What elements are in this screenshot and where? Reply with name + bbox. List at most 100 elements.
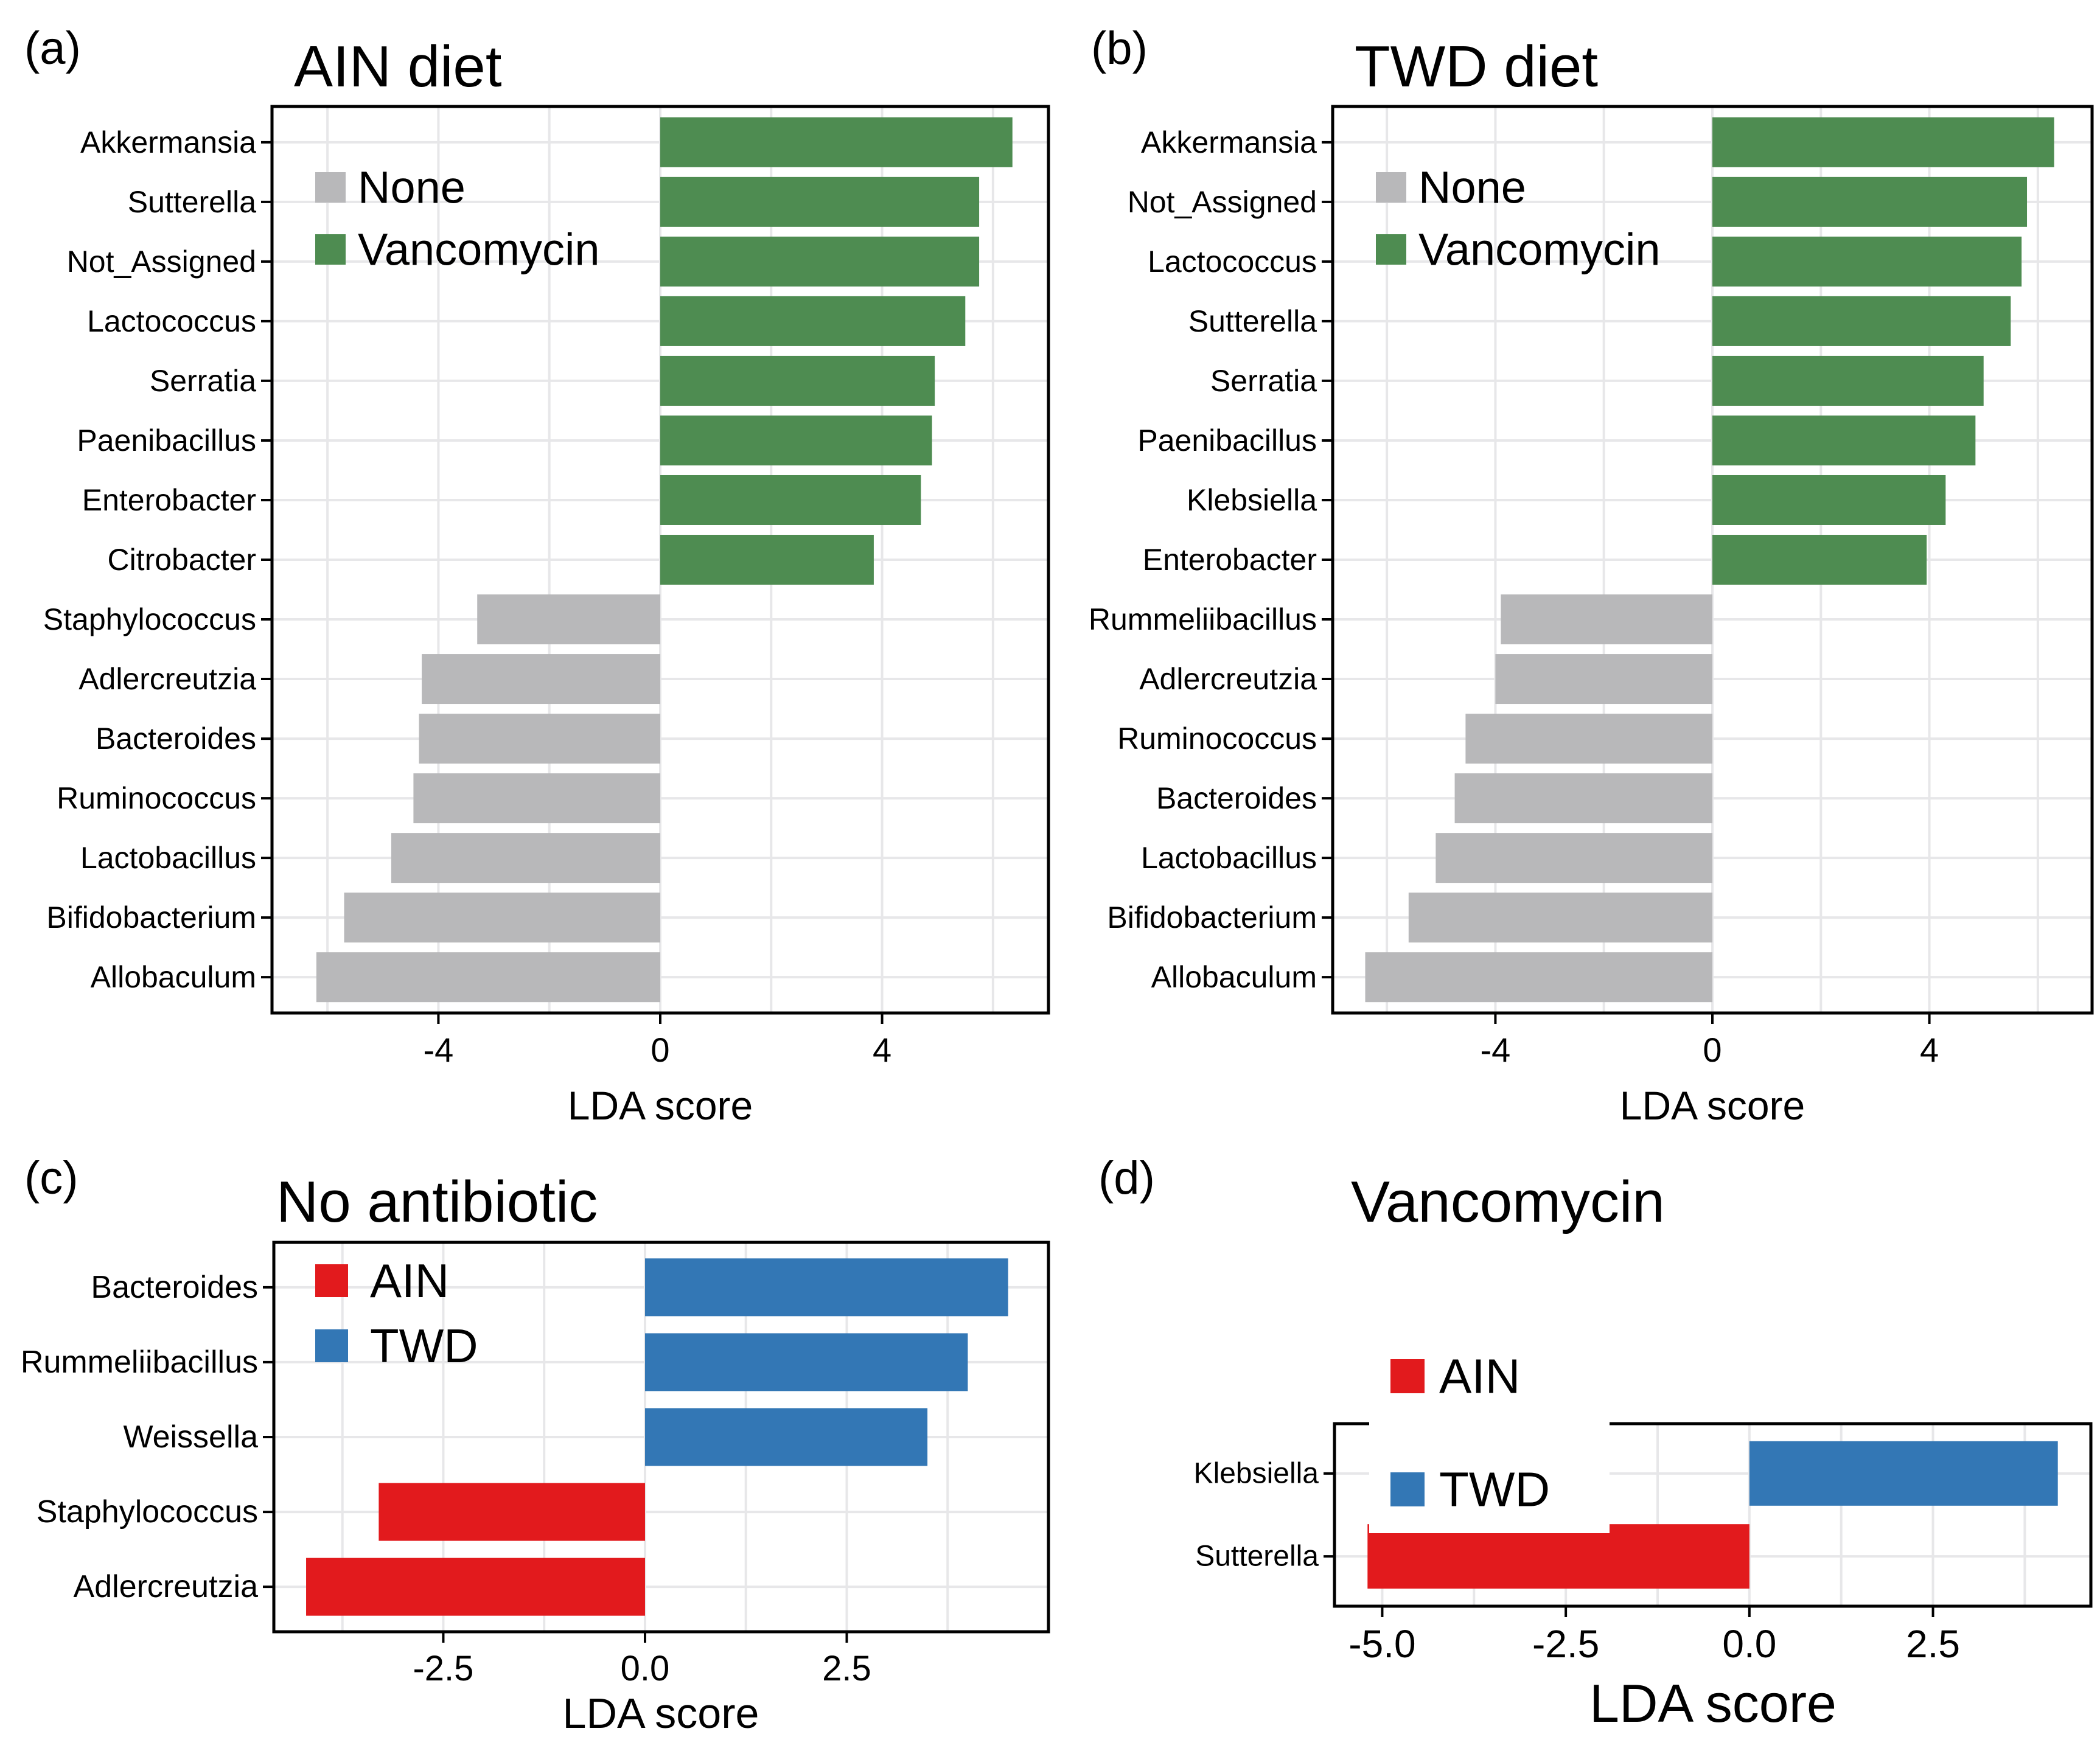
bar [477, 594, 660, 645]
x-tick-label: 0.0 [621, 1649, 670, 1688]
bar [344, 893, 660, 943]
panel-letter: (a) [24, 23, 81, 74]
x-axis-title: LDA score [1620, 1083, 1805, 1128]
x-tick-label: 0 [651, 1031, 669, 1069]
x-tick-label: 2.5 [822, 1649, 871, 1688]
category-label: Paenibacillus [1137, 423, 1317, 458]
bar [660, 355, 935, 406]
plot-border [1333, 1422, 2093, 1608]
x-axis-title: LDA score [1589, 1673, 1837, 1733]
legend-label: AIN [1439, 1349, 1520, 1404]
bar [1501, 594, 1712, 645]
bar [644, 1408, 928, 1466]
x-axis-title: LDA score [563, 1690, 759, 1737]
x-tick-label: -2.5 [413, 1649, 473, 1688]
x-tick-label: 4 [873, 1031, 891, 1069]
bar [660, 296, 966, 346]
bar [378, 1483, 645, 1541]
category-label: Citrobacter [107, 543, 256, 577]
x-tick-label: 4 [1920, 1031, 1939, 1069]
legend-swatch [1376, 172, 1406, 203]
x-tick-label: 2.5 [1906, 1622, 1960, 1666]
legend-label: AIN [370, 1254, 449, 1307]
category-label: Sutterella [128, 185, 256, 219]
category-label: Allobaculum [91, 960, 256, 994]
panel-title: Vancomycin [1351, 1169, 1665, 1234]
category-label: Enterobacter [1143, 543, 1317, 577]
category-label: Lactococcus [87, 304, 256, 338]
legend-swatch [315, 1329, 348, 1362]
category-label: Bacteroides [96, 722, 256, 756]
category-label: Bifidobacterium [46, 900, 256, 935]
bar [1712, 475, 1946, 525]
category-label: Sutterella [1195, 1540, 1319, 1573]
bar [660, 236, 980, 287]
bar [422, 654, 660, 705]
bar [660, 415, 932, 465]
bar [1465, 714, 1712, 764]
category-label: Not_Assigned [1128, 185, 1317, 219]
bar [413, 773, 660, 824]
legend-label: Vancomycin [358, 225, 600, 275]
bar [1367, 1524, 1749, 1589]
category-label: Serratia [1210, 364, 1317, 398]
panel-letter: (c) [24, 1152, 78, 1204]
x-tick-label: -4 [424, 1031, 454, 1069]
bar [660, 117, 1013, 167]
legend-label: None [358, 162, 466, 213]
category-label: Bacteroides [91, 1270, 258, 1305]
bar [391, 833, 660, 883]
category-label: Ruminococcus [57, 781, 256, 815]
legend-label: Vancomycin [1418, 225, 1661, 275]
legend-label: TWD [370, 1319, 478, 1373]
x-tick-label: -4 [1481, 1031, 1511, 1069]
category-label: Rummeliibacillus [1089, 602, 1317, 636]
bar [1712, 236, 2022, 287]
category-label: Bifidobacterium [1107, 900, 1317, 935]
panel-title: TWD diet [1355, 34, 1598, 99]
bar [644, 1333, 968, 1391]
legend-swatch [315, 1264, 348, 1297]
bar [1712, 415, 1976, 465]
bar [1435, 833, 1712, 883]
category-label: Ruminococcus [1117, 722, 1317, 756]
legend-swatch [315, 234, 346, 265]
category-label: Paenibacillus [77, 423, 256, 458]
x-tick-label: 0 [1703, 1031, 1722, 1069]
category-label: Weissella [123, 1419, 258, 1455]
category-label: Klebsiella [1187, 483, 1317, 517]
legend-swatch [1390, 1472, 1425, 1506]
category-label: Adlercreutzia [1139, 662, 1317, 696]
x-tick-label: 0.0 [1722, 1622, 1776, 1666]
legend-swatch [1376, 234, 1406, 265]
bar [660, 176, 980, 227]
bar [1712, 296, 2011, 346]
category-label: Rummeliibacillus [21, 1345, 258, 1380]
bar [1712, 176, 2028, 227]
legend-label: TWD [1439, 1463, 1550, 1517]
category-label: Akkermansia [80, 125, 256, 159]
panel-letter: (b) [1091, 23, 1148, 74]
category-label: Lactobacillus [80, 841, 256, 875]
bar [306, 1558, 645, 1616]
bar [1454, 773, 1712, 824]
category-label: Klebsiella [1194, 1457, 1319, 1489]
bar [316, 952, 660, 1003]
category-label: Adlercreutzia [78, 662, 256, 696]
category-label: Bacteroides [1156, 781, 1317, 815]
legend-swatch [1390, 1359, 1425, 1393]
category-label: Adlercreutzia [74, 1569, 259, 1604]
panel-title: AIN diet [294, 34, 501, 99]
panel-title: No antibiotic [276, 1169, 598, 1234]
category-label: Serratia [150, 364, 256, 398]
panel-letter: (d) [1098, 1152, 1155, 1204]
bar [1365, 952, 1712, 1003]
legend-swatch [315, 172, 346, 203]
category-label: Allobaculum [1151, 960, 1317, 994]
bar [1495, 654, 1712, 705]
bar [1749, 1441, 2058, 1506]
x-axis-title: LDA score [568, 1083, 753, 1128]
bar [419, 714, 660, 764]
bar [660, 535, 874, 585]
